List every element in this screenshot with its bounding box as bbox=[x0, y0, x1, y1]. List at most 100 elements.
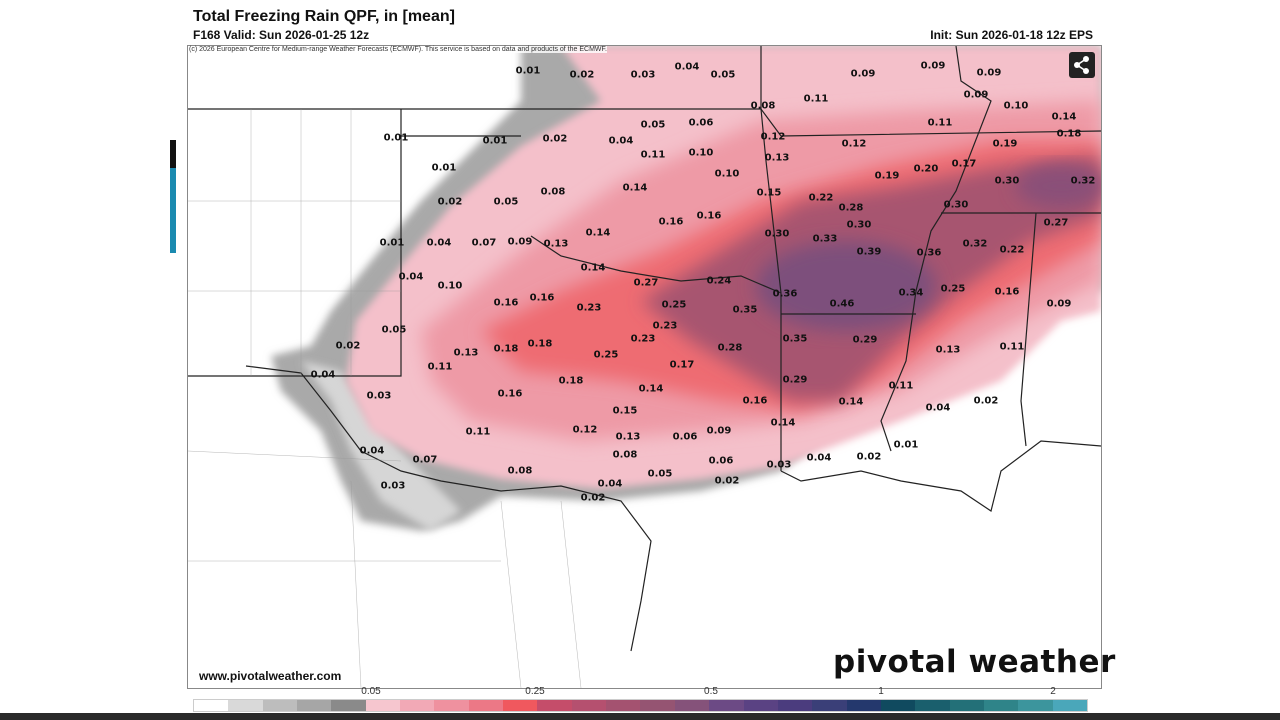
qpf-value-label: 0.13 bbox=[453, 347, 479, 359]
colorbar-swatch bbox=[674, 700, 710, 711]
brand-logo: pivotal weather bbox=[833, 644, 1116, 680]
website-url[interactable]: www.pivotalweather.com bbox=[199, 669, 342, 683]
share-button[interactable] bbox=[1069, 52, 1095, 78]
qpf-value-label: 0.10 bbox=[1003, 100, 1029, 112]
qpf-value-label: 0.11 bbox=[927, 117, 953, 129]
qpf-value-label: 0.14 bbox=[580, 262, 606, 274]
qpf-value-label: 0.09 bbox=[963, 89, 989, 101]
precip-shading bbox=[188, 46, 1101, 688]
qpf-value-label: 0.01 bbox=[515, 65, 541, 77]
qpf-value-label: 0.04 bbox=[310, 369, 336, 381]
colorbar-swatch bbox=[571, 700, 607, 711]
qpf-value-label: 0.30 bbox=[846, 219, 872, 231]
qpf-value-label: 0.28 bbox=[838, 202, 864, 214]
colorbar-tick: 0.25 bbox=[525, 686, 545, 697]
qpf-value-label: 0.02 bbox=[856, 451, 882, 463]
qpf-value-label: 0.05 bbox=[640, 119, 666, 131]
colorbar bbox=[193, 699, 1088, 712]
colorbar-tick: 1 bbox=[878, 686, 884, 697]
qpf-value-label: 0.03 bbox=[380, 480, 406, 492]
qpf-value-label: 0.04 bbox=[597, 478, 623, 490]
qpf-value-label: 0.01 bbox=[379, 237, 405, 249]
qpf-value-label: 0.30 bbox=[994, 175, 1020, 187]
qpf-value-label: 0.25 bbox=[593, 349, 619, 361]
qpf-value-label: 0.13 bbox=[615, 431, 641, 443]
bottom-bar bbox=[0, 713, 1280, 720]
qpf-value-label: 0.24 bbox=[706, 275, 732, 287]
colorbar-swatch bbox=[640, 700, 675, 711]
qpf-value-label: 0.18 bbox=[493, 343, 519, 355]
qpf-value-label: 0.23 bbox=[576, 302, 602, 314]
qpf-value-label: 0.08 bbox=[507, 465, 533, 477]
qpf-value-label: 0.35 bbox=[782, 333, 808, 345]
qpf-value-label: 0.02 bbox=[335, 340, 361, 352]
qpf-value-label: 0.12 bbox=[760, 131, 786, 143]
colorbar-swatch bbox=[1018, 700, 1053, 711]
qpf-value-label: 0.11 bbox=[803, 93, 829, 105]
qpf-value-label: 0.27 bbox=[1043, 217, 1069, 229]
qpf-value-label: 0.06 bbox=[672, 431, 698, 443]
map-title: Total Freezing Rain QPF, in [mean] bbox=[193, 8, 455, 25]
qpf-value-label: 0.04 bbox=[398, 271, 424, 283]
qpf-value-label: 0.01 bbox=[893, 439, 919, 451]
qpf-value-label: 0.12 bbox=[572, 424, 598, 436]
qpf-value-label: 0.05 bbox=[493, 196, 519, 208]
qpf-value-label: 0.02 bbox=[973, 395, 999, 407]
qpf-value-label: 0.46 bbox=[829, 298, 855, 310]
forecast-map[interactable]: 0.01 0.02 0.03 0.04 0.05 0.09 0.09 0.09 0.09 0.10… bbox=[187, 45, 1102, 689]
qpf-value-label: 0.36 bbox=[916, 247, 942, 259]
colorbar-swatch bbox=[743, 700, 778, 711]
qpf-value-label: 0.33 bbox=[812, 233, 838, 245]
qpf-value-label: 0.15 bbox=[756, 187, 782, 199]
qpf-value-label: 0.05 bbox=[710, 69, 736, 81]
qpf-value-label: 0.04 bbox=[806, 452, 832, 464]
qpf-value-label: 0.07 bbox=[412, 454, 438, 466]
qpf-value-label: 0.06 bbox=[708, 455, 734, 467]
qpf-value-label: 0.13 bbox=[764, 152, 790, 164]
qpf-value-label: 0.14 bbox=[622, 182, 648, 194]
qpf-value-label: 0.04 bbox=[674, 61, 700, 73]
qpf-value-label: 0.18 bbox=[1056, 128, 1082, 140]
colorbar-swatch bbox=[468, 700, 504, 711]
colorbar-swatch bbox=[915, 700, 950, 711]
colorbar-swatch bbox=[194, 700, 229, 711]
qpf-value-label: 0.04 bbox=[359, 445, 385, 457]
qpf-value-label: 0.27 bbox=[633, 277, 659, 289]
qpf-value-label: 0.32 bbox=[962, 238, 988, 250]
qpf-value-label: 0.30 bbox=[764, 228, 790, 240]
qpf-value-label: 0.11 bbox=[888, 380, 914, 392]
qpf-value-label: 0.23 bbox=[630, 333, 656, 345]
qpf-value-label: 0.16 bbox=[497, 388, 523, 400]
qpf-value-label: 0.39 bbox=[856, 246, 882, 258]
colorbar-swatch bbox=[228, 700, 263, 711]
qpf-value-label: 0.19 bbox=[992, 138, 1018, 150]
qpf-value-label: 0.08 bbox=[540, 186, 566, 198]
qpf-value-label: 0.04 bbox=[426, 237, 452, 249]
colorbar-swatch bbox=[297, 700, 332, 711]
qpf-value-label: 0.09 bbox=[920, 60, 946, 72]
qpf-value-label: 0.04 bbox=[608, 135, 634, 147]
qpf-value-label: 0.13 bbox=[543, 238, 569, 250]
qpf-value-label: 0.32 bbox=[1070, 175, 1096, 187]
qpf-value-label: 0.02 bbox=[569, 69, 595, 81]
colorbar-swatch bbox=[1052, 700, 1087, 711]
qpf-value-label: 0.10 bbox=[688, 147, 714, 159]
qpf-value-label: 0.09 bbox=[1046, 298, 1072, 310]
side-marker-blue bbox=[170, 168, 176, 253]
qpf-value-label: 0.02 bbox=[714, 475, 740, 487]
qpf-value-label: 0.07 bbox=[471, 237, 497, 249]
colorbar-tick: 0.05 bbox=[361, 686, 381, 697]
colorbar-swatch bbox=[262, 700, 298, 711]
qpf-value-label: 0.35 bbox=[732, 304, 758, 316]
colorbar-swatch bbox=[331, 700, 366, 711]
qpf-value-label: 0.16 bbox=[529, 292, 555, 304]
colorbar-swatch bbox=[537, 700, 572, 711]
qpf-value-label: 0.08 bbox=[750, 100, 776, 112]
colorbar-swatch bbox=[880, 700, 916, 711]
side-marker bbox=[170, 140, 176, 168]
qpf-value-label: 0.30 bbox=[943, 199, 969, 211]
qpf-value-label: 0.17 bbox=[669, 359, 695, 371]
qpf-value-label: 0.16 bbox=[658, 216, 684, 228]
colorbar-swatch bbox=[606, 700, 641, 711]
qpf-value-label: 0.09 bbox=[976, 67, 1002, 79]
